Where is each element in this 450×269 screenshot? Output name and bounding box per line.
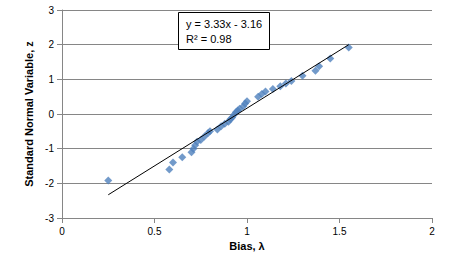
svg-text:-3: -3 bbox=[45, 213, 54, 224]
svg-text:0: 0 bbox=[59, 226, 65, 237]
svg-text:3: 3 bbox=[48, 5, 54, 16]
svg-text:2: 2 bbox=[48, 39, 54, 50]
svg-text:y = 3.33x - 3.16: y = 3.33x - 3.16 bbox=[186, 18, 262, 30]
svg-text:0: 0 bbox=[48, 109, 54, 120]
svg-text:1.5: 1.5 bbox=[333, 226, 347, 237]
svg-text:2: 2 bbox=[429, 226, 435, 237]
svg-text:1: 1 bbox=[48, 74, 54, 85]
svg-text:Standard Normal Variable, z: Standard Normal Variable, z bbox=[23, 41, 35, 187]
svg-text:-1: -1 bbox=[45, 143, 54, 154]
svg-text:-2: -2 bbox=[45, 178, 54, 189]
svg-text:R² = 0.98: R² = 0.98 bbox=[186, 33, 232, 45]
svg-text:1: 1 bbox=[244, 226, 250, 237]
svg-text:Bias, λ: Bias, λ bbox=[229, 240, 264, 252]
svg-text:0.5: 0.5 bbox=[148, 226, 162, 237]
